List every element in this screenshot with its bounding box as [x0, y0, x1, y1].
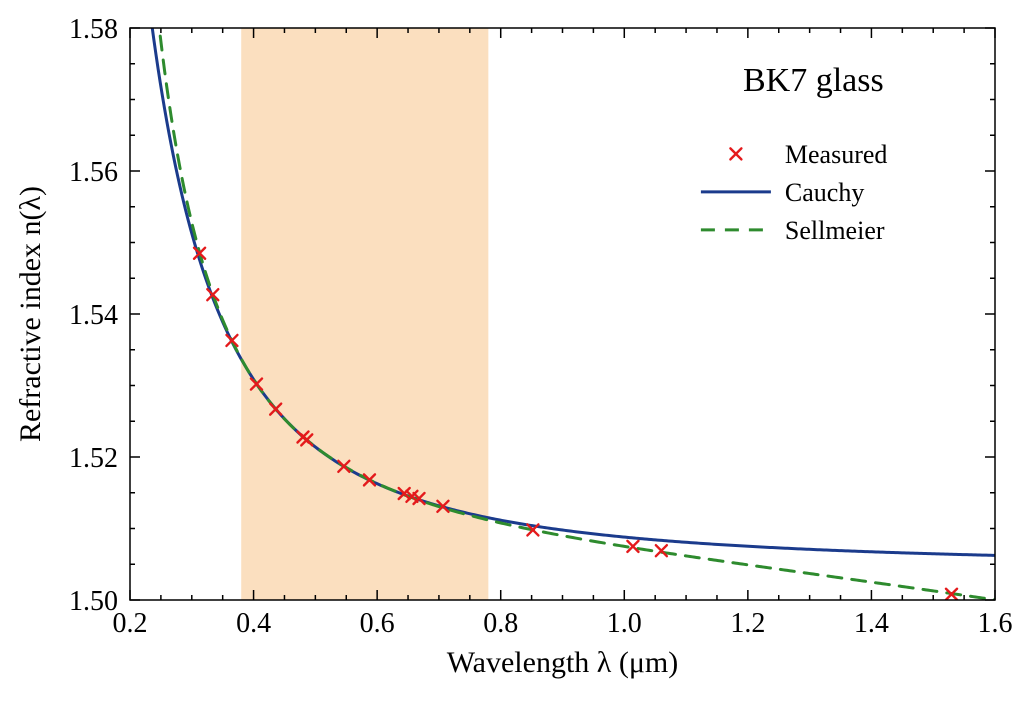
- xtick-label: 1.2: [730, 608, 765, 639]
- legend-entry-sellmeier: Sellmeier: [701, 216, 885, 245]
- ytick-label: 1.56: [69, 157, 118, 188]
- legend-entry-cauchy: Cauchy: [701, 178, 864, 207]
- xtick-label: 1.6: [978, 608, 1013, 639]
- ytick-label: 1.52: [69, 443, 118, 474]
- dispersion-chart: 0.20.40.60.81.01.21.41.61.501.521.541.56…: [0, 0, 1024, 712]
- ytick-label: 1.50: [69, 586, 118, 617]
- svg-text:Measured: Measured: [785, 140, 888, 169]
- xtick-label: 1.4: [854, 608, 889, 639]
- legend-entry-measured: Measured: [730, 140, 887, 169]
- chart-title: BK7 glass: [743, 62, 884, 99]
- ytick-label: 1.54: [69, 300, 118, 331]
- svg-text:Sellmeier: Sellmeier: [785, 216, 885, 245]
- y-axis-label: Refractive index n(λ): [14, 186, 47, 442]
- visible-band: [241, 28, 488, 600]
- xtick-label: 1.0: [607, 608, 642, 639]
- xtick-label: 0.6: [360, 608, 395, 639]
- xtick-label: 0.4: [236, 608, 271, 639]
- svg-text:Cauchy: Cauchy: [785, 178, 864, 207]
- xtick-label: 0.8: [483, 608, 518, 639]
- ytick-label: 1.58: [69, 14, 118, 45]
- x-axis-label: Wavelength λ (μm): [447, 646, 678, 679]
